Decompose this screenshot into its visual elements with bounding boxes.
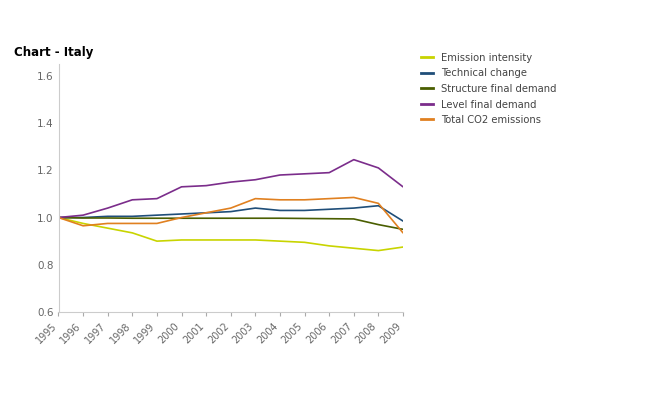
Emission intensity: [227, 238, 235, 242]
Technical change: [55, 215, 62, 220]
Level final demand: [202, 183, 210, 188]
Structure final demand: [399, 227, 407, 232]
Structure final demand: [177, 216, 185, 221]
Structure final demand: [79, 216, 87, 220]
Structure final demand: [227, 216, 235, 221]
Emission intensity: [79, 221, 87, 226]
Total CO2 emissions: [325, 196, 333, 201]
Total CO2 emissions: [276, 198, 284, 202]
Structure final demand: [104, 216, 112, 220]
Line: Technical change: Technical change: [58, 206, 403, 221]
Total CO2 emissions: [350, 195, 358, 200]
Structure final demand: [350, 216, 358, 221]
Structure final demand: [202, 216, 210, 221]
Level final demand: [374, 166, 382, 170]
Total CO2 emissions: [79, 223, 87, 228]
Emission intensity: [374, 248, 382, 253]
Level final demand: [252, 177, 259, 182]
Total CO2 emissions: [301, 198, 309, 202]
Level final demand: [55, 215, 62, 220]
Level final demand: [79, 213, 87, 218]
Emission intensity: [153, 239, 161, 244]
Emission intensity: [350, 246, 358, 251]
Level final demand: [153, 196, 161, 201]
Level final demand: [129, 198, 136, 202]
Line: Emission intensity: Emission intensity: [58, 218, 403, 250]
Line: Level final demand: Level final demand: [58, 160, 403, 218]
Line: Total CO2 emissions: Total CO2 emissions: [58, 198, 403, 233]
Line: Structure final demand: Structure final demand: [58, 218, 403, 229]
Structure final demand: [374, 222, 382, 227]
Technical change: [350, 206, 358, 210]
Technical change: [153, 213, 161, 218]
Legend: Emission intensity, Technical change, Structure final demand, Level final demand: Emission intensity, Technical change, St…: [421, 53, 556, 125]
Technical change: [79, 215, 87, 220]
Level final demand: [227, 180, 235, 184]
Level final demand: [301, 172, 309, 176]
Emission intensity: [177, 238, 185, 242]
Emission intensity: [276, 239, 284, 244]
Technical change: [301, 208, 309, 213]
Technical change: [104, 214, 112, 219]
Structure final demand: [325, 216, 333, 221]
Total CO2 emissions: [252, 196, 259, 201]
Level final demand: [276, 173, 284, 178]
Level final demand: [177, 184, 185, 189]
Technical change: [399, 219, 407, 224]
Total CO2 emissions: [177, 215, 185, 220]
Structure final demand: [55, 215, 62, 220]
Level final demand: [350, 157, 358, 162]
Emission intensity: [202, 238, 210, 242]
Total CO2 emissions: [374, 201, 382, 206]
Emission intensity: [325, 244, 333, 248]
Technical change: [252, 206, 259, 210]
Total CO2 emissions: [104, 221, 112, 226]
Technical change: [276, 208, 284, 213]
Total CO2 emissions: [129, 221, 136, 226]
Structure final demand: [276, 216, 284, 221]
Level final demand: [399, 184, 407, 189]
Total CO2 emissions: [55, 215, 62, 220]
Level final demand: [104, 206, 112, 210]
Technical change: [227, 209, 235, 214]
Technical change: [177, 212, 185, 216]
Technical change: [325, 207, 333, 212]
Technical change: [374, 203, 382, 208]
Technical change: [202, 210, 210, 215]
Total CO2 emissions: [202, 210, 210, 215]
Technical change: [129, 214, 136, 219]
Structure final demand: [301, 216, 309, 221]
Emission intensity: [129, 230, 136, 235]
Emission intensity: [55, 215, 62, 220]
Emission intensity: [301, 240, 309, 245]
Emission intensity: [104, 226, 112, 230]
Total CO2 emissions: [399, 230, 407, 235]
Level final demand: [325, 170, 333, 175]
Structure final demand: [153, 216, 161, 221]
Total CO2 emissions: [227, 206, 235, 210]
Text: Chart - Italy: Chart - Italy: [14, 46, 93, 59]
Structure final demand: [252, 216, 259, 221]
Structure final demand: [129, 216, 136, 221]
Total CO2 emissions: [153, 221, 161, 226]
Emission intensity: [252, 238, 259, 242]
Emission intensity: [399, 245, 407, 250]
